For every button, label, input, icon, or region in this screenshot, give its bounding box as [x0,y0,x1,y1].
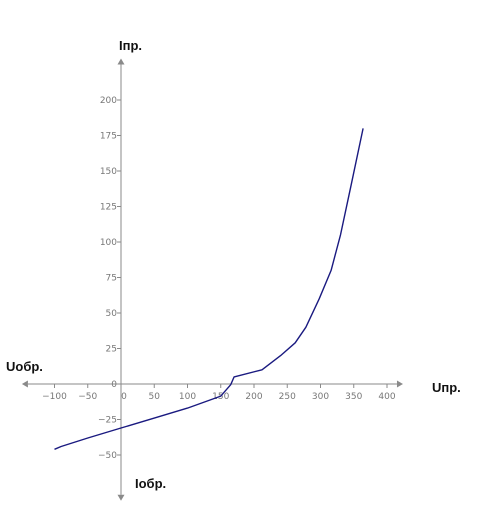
x-tick-label: 350 [345,392,362,402]
x-tick-label: 100 [179,392,196,402]
y-tick-label: 200 [100,96,117,106]
x-tick-label: −100 [42,392,67,402]
y-tick-label: 150 [100,167,117,177]
x-tick-label: 250 [279,392,296,402]
y-tick-label: 100 [100,238,117,248]
y-negative-axis-label: Iобр. [135,476,166,491]
axes [21,58,403,501]
series-line-0 [54,128,364,450]
x-negative-axis-label: Uобр. [6,359,43,374]
x-tick-label: 50 [149,392,161,402]
y-tick-label: 0 [111,380,117,390]
y-positive-axis-label: Iпр. [119,38,142,53]
x-tick-label: 200 [245,392,262,402]
y-tick-label: −50 [98,451,117,461]
x-tick-label: 0 [121,392,127,402]
x-tick-label: 400 [378,392,395,402]
x-tick-label: 150 [212,392,229,402]
y-tick-label: 75 [106,274,117,284]
x-tick-label: −50 [78,392,97,402]
y-tick-label: 50 [106,309,118,319]
x-tick-label: 300 [312,392,329,402]
y-tick-label: 25 [106,345,117,355]
x-axis-arrow-positive [396,380,403,388]
ticks: −100 −50 0 50 100 150 200 250 300 350 400 −50 −25 0 25… [42,96,396,461]
y-axis-arrow-positive [117,58,125,65]
series-layer [54,128,364,450]
y-axis-arrow-negative [117,494,125,501]
x-positive-axis-label: Uпр. [432,380,461,395]
x-axis-arrow-negative [21,380,28,388]
y-tick-label: −25 [98,416,117,426]
y-tick-label: 125 [100,203,117,213]
y-tick-label: 175 [100,132,117,142]
